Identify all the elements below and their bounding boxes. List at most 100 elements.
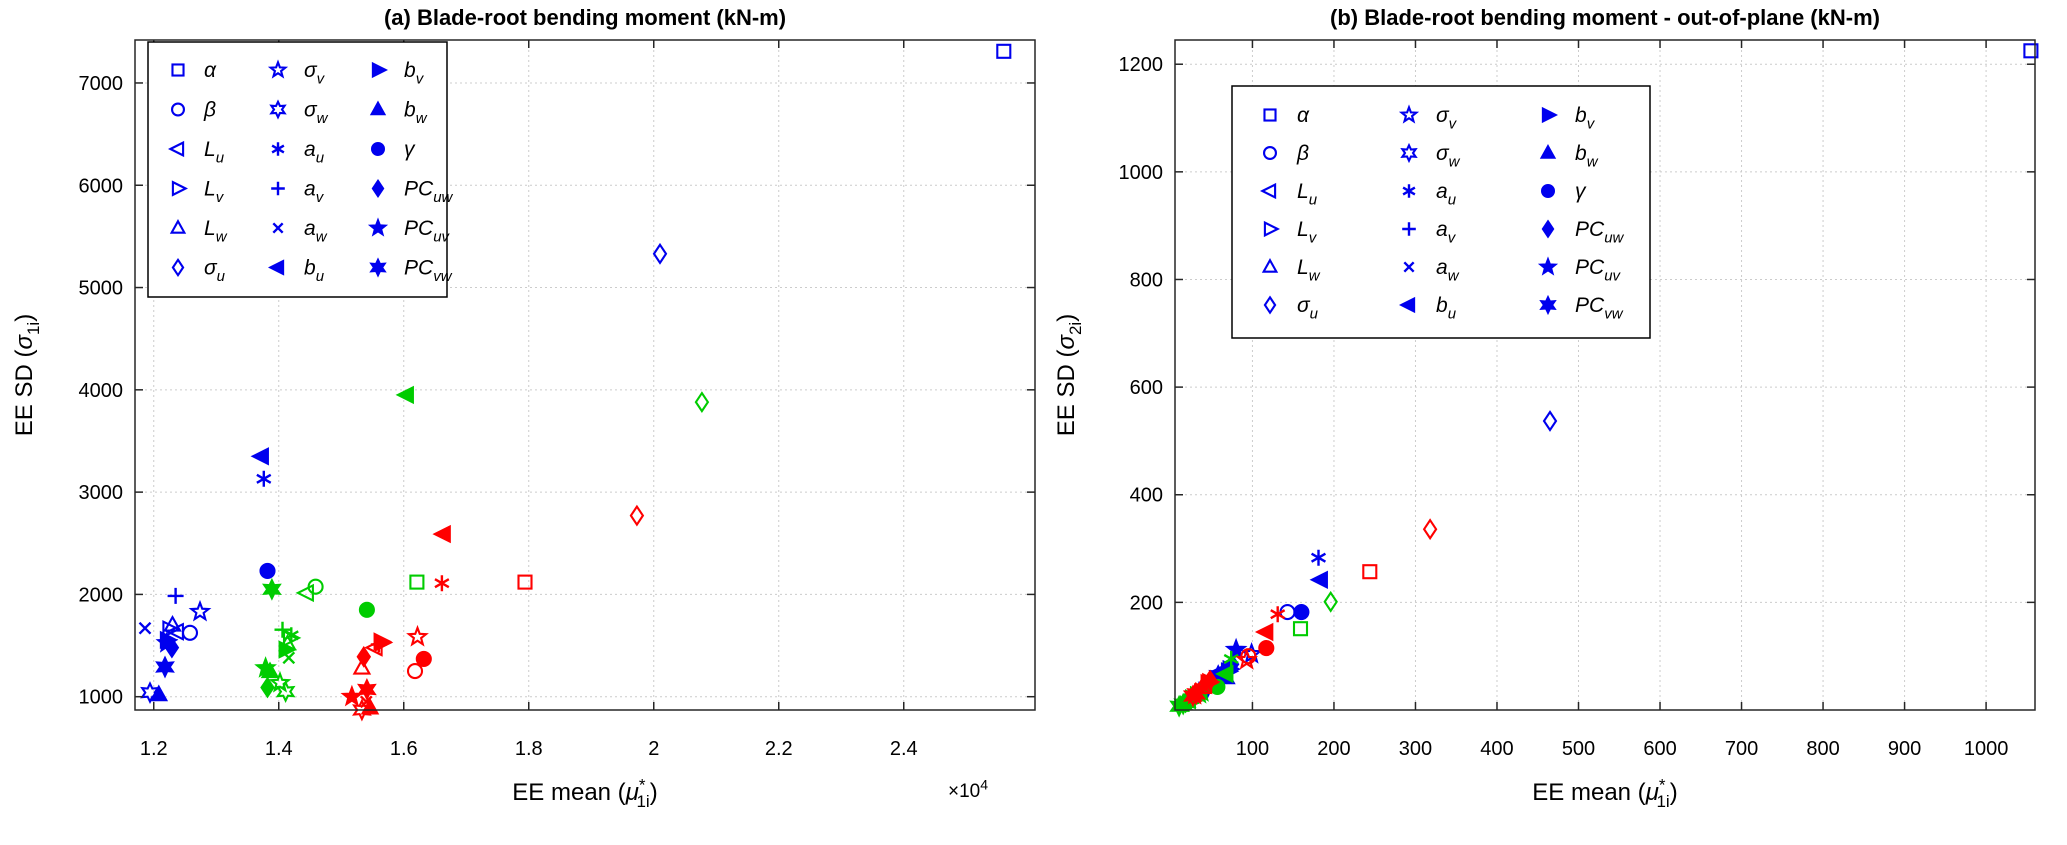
y-tick-label: 6000 bbox=[79, 175, 124, 197]
point-green-alpha bbox=[409, 574, 425, 590]
point-blue-alpha bbox=[2023, 43, 2039, 59]
series-red bbox=[1182, 518, 1438, 708]
legend-item-beta: β bbox=[1262, 142, 1309, 165]
y-tick-label: 5000 bbox=[79, 278, 124, 300]
legend-label-PC_uv: PCuv bbox=[404, 217, 451, 245]
point-blue-a_u bbox=[256, 470, 272, 487]
legend-item-b_v: bv bbox=[371, 59, 425, 87]
point-red-beta bbox=[406, 663, 424, 680]
legend-item-Lv: Lv bbox=[171, 178, 225, 206]
y-tick-label: 200 bbox=[1130, 592, 1163, 614]
legend-label-sigma_v: σv bbox=[1436, 104, 1458, 132]
point-green-PC_uw bbox=[260, 676, 275, 699]
y-tick-label: 7000 bbox=[79, 73, 124, 95]
legend-item-beta: β bbox=[170, 99, 216, 122]
legend-label-alpha: α bbox=[1297, 104, 1310, 127]
x-tick-label: 1.4 bbox=[265, 738, 293, 760]
legend-label-Lu: Lu bbox=[204, 138, 225, 166]
point-blue-sigma_v bbox=[188, 599, 212, 622]
x-tick-label: 400 bbox=[1480, 738, 1513, 760]
point-green-sigma_w bbox=[275, 680, 296, 704]
legend-item-a_w: aw bbox=[272, 217, 328, 245]
legend-label-a_w: aw bbox=[304, 217, 328, 245]
y-tick-label: 4000 bbox=[79, 380, 124, 402]
legend-label-b_w: bw bbox=[1575, 142, 1599, 170]
legend-item-a_v: av bbox=[1402, 218, 1457, 246]
legend-label-PC_uv: PCuv bbox=[1575, 256, 1622, 284]
legend-item-sigma_u: σu bbox=[171, 257, 226, 285]
x-tick-label: 2 bbox=[648, 738, 659, 760]
point-blue-Lv bbox=[162, 620, 181, 639]
legend-item-Lw: Lw bbox=[169, 217, 228, 245]
point-green-b_u bbox=[395, 385, 414, 405]
panel-a: 1.2 1.4 1.6 1.8 2 2.2 2.4 1000 2000 3000 4000 5000 6… bbox=[11, 39, 1036, 811]
panel-a-title: (a) Blade-root bending moment (kN-m) bbox=[384, 5, 786, 30]
legend-item-sigma_v: σv bbox=[1398, 104, 1458, 132]
series-green bbox=[254, 385, 710, 704]
legend-label-Lw: Lw bbox=[1297, 256, 1321, 284]
legend-label-Lv: Lv bbox=[204, 178, 225, 206]
legend-item-b_w: bw bbox=[369, 99, 428, 127]
point-red-sigma_v bbox=[1235, 648, 1259, 670]
legend-item-b_u: bu bbox=[268, 257, 325, 285]
y-tick-label: 400 bbox=[1130, 485, 1163, 507]
x-tick-label: 900 bbox=[1888, 738, 1921, 760]
legend-label-sigma_w: σw bbox=[304, 99, 329, 127]
data-points bbox=[1169, 43, 2039, 718]
legend-item-PC_vw: PCvw bbox=[1539, 294, 1624, 322]
point-blue-Lw bbox=[163, 614, 182, 632]
legend-item-Lv: Lv bbox=[1263, 218, 1318, 246]
legend-label-sigma_w: σw bbox=[1436, 142, 1461, 170]
data-points bbox=[138, 43, 1012, 722]
y-tick-label: 1000 bbox=[1119, 162, 1164, 184]
axes-box bbox=[1174, 39, 2036, 711]
point-blue-gamma bbox=[1293, 604, 1310, 621]
x-tick-label: 100 bbox=[1236, 738, 1269, 760]
point-red-gamma bbox=[1258, 640, 1275, 657]
legend-label-PC_uw: PCuw bbox=[1575, 218, 1625, 246]
point-blue-PC_uv bbox=[1224, 637, 1248, 660]
point-red-b_u bbox=[1254, 622, 1274, 642]
legend-item-a_w: aw bbox=[1403, 256, 1460, 284]
legend-label-b_v: bv bbox=[1575, 104, 1596, 132]
point-blue-PC_uv bbox=[155, 631, 179, 653]
point-green-b_u bbox=[1215, 664, 1234, 684]
legend-item-sigma_w: σw bbox=[269, 99, 329, 127]
point-green-Lu bbox=[295, 583, 314, 603]
legend-item-a_u: au bbox=[271, 138, 325, 166]
point-green-PC_uv bbox=[254, 656, 277, 678]
legend-label-gamma: γ bbox=[1575, 180, 1587, 203]
point-blue-sigma_u bbox=[652, 242, 668, 265]
series-blue bbox=[138, 43, 1012, 705]
legend-item-alpha: α bbox=[1263, 104, 1310, 127]
x-tick-label: 2.4 bbox=[890, 738, 918, 760]
legend-item-b_u: bu bbox=[1399, 294, 1457, 322]
tick-labels: 1.2 1.4 1.6 1.8 2 2.2 2.4 1000 2000 3000 4000 5000 6… bbox=[79, 73, 918, 760]
legend-item-sigma_w: σw bbox=[1400, 142, 1461, 170]
x-tick-label: 1000 bbox=[1964, 738, 2009, 760]
legend-label-beta: β bbox=[203, 99, 216, 122]
x-tick-label: 1.6 bbox=[390, 738, 418, 760]
point-blue-sigma_u bbox=[1542, 410, 1558, 432]
point-green-a_u bbox=[283, 627, 299, 644]
point-red-a_u bbox=[434, 575, 450, 592]
point-green-a_v bbox=[274, 621, 291, 638]
legend-label-alpha: α bbox=[204, 59, 217, 82]
panel-b-title: (b) Blade-root bending moment - out-of-p… bbox=[1330, 5, 1880, 30]
point-blue-b_w bbox=[149, 684, 169, 702]
point-red-PC_vw bbox=[1186, 682, 1207, 706]
point-green-b_v bbox=[278, 640, 297, 659]
panel-b: 100 200 300 400 500 600 700 800 900 1000 200 400 600… bbox=[1053, 39, 2039, 811]
point-green-gamma bbox=[358, 601, 375, 618]
x-tick-label: 300 bbox=[1399, 738, 1432, 760]
axes-box bbox=[134, 39, 1036, 711]
x-tick-label: 700 bbox=[1725, 738, 1758, 760]
legend-item-PC_uv: PCuv bbox=[367, 217, 451, 245]
legend-label-b_v: bv bbox=[404, 59, 425, 87]
y-axis-label: EE SD (σ2i) bbox=[1053, 314, 1085, 436]
legend-item-sigma_u: σu bbox=[1263, 294, 1319, 322]
legend: αβ Lu Lv Lw σu σv σw au av aw bu bv bw γ PCuw PCuv PCvw bbox=[1231, 85, 1651, 339]
point-red-alpha bbox=[1362, 564, 1378, 580]
